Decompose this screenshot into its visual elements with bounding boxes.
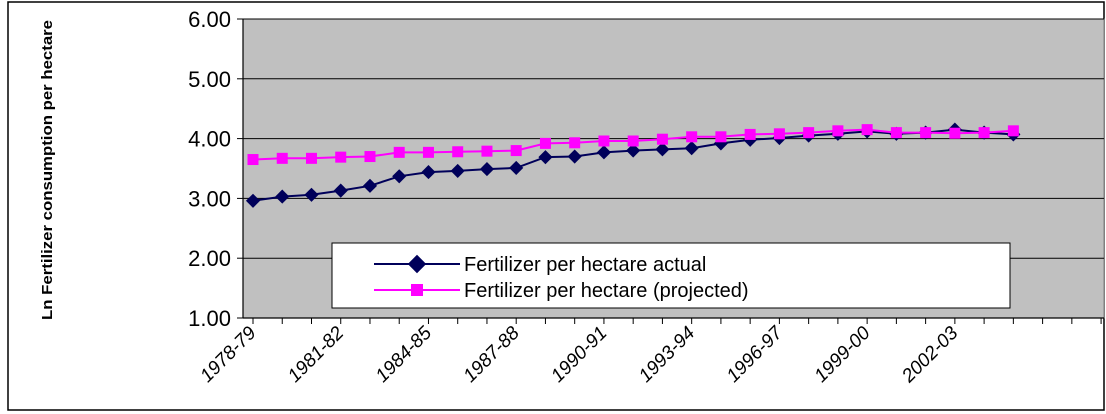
data-point-projected xyxy=(1007,125,1019,137)
data-point-projected xyxy=(832,125,844,137)
data-point-projected xyxy=(920,127,932,139)
y-axis-ticks: 1.00 2.00 3.00 4.00 5.00 6.00 xyxy=(188,7,231,331)
data-point-projected xyxy=(510,145,522,157)
data-point-projected xyxy=(335,151,347,163)
data-point-actual xyxy=(421,165,436,180)
data-point-actual xyxy=(304,187,319,202)
data-point-projected xyxy=(861,124,873,136)
data-point-projected xyxy=(978,127,990,139)
y-tick-label: 2.00 xyxy=(188,246,231,271)
y-tick-label: 3.00 xyxy=(188,186,231,211)
legend: Fertilizer per hectare actual Fertilizer… xyxy=(331,242,1011,309)
data-point-projected xyxy=(422,146,434,158)
data-point-projected xyxy=(656,133,668,145)
data-point-actual xyxy=(479,162,495,177)
data-point-projected xyxy=(949,127,961,139)
data-point-projected xyxy=(744,128,756,140)
data-point-actual xyxy=(275,189,290,204)
data-point-actual xyxy=(684,141,699,156)
legend-label-actual: Fertilizer per hectare actual xyxy=(464,254,706,276)
data-point-actual xyxy=(392,169,407,184)
data-point-projected xyxy=(773,128,785,140)
data-point-actual xyxy=(333,183,348,198)
legend-label-projected: Fertilizer per hectare (projected) xyxy=(464,280,749,302)
y-tick-label: 6.00 xyxy=(188,7,231,32)
data-point-projected xyxy=(276,152,288,164)
data-point-actual xyxy=(567,149,582,164)
data-point-projected xyxy=(627,135,639,147)
y-axis-label: Ln Fertilizer consumption per hectare xyxy=(39,20,56,320)
data-point-projected xyxy=(305,152,317,164)
data-point-actual xyxy=(596,145,612,160)
data-point-projected xyxy=(539,137,551,149)
y-tick-label: 5.00 xyxy=(188,67,231,92)
data-point-actual xyxy=(450,163,465,178)
data-point-projected xyxy=(393,146,405,158)
legend-marker-actual xyxy=(407,254,427,274)
series-layer xyxy=(245,122,1021,208)
data-point-projected xyxy=(481,145,493,157)
data-point-actual xyxy=(626,143,641,158)
data-point-projected xyxy=(569,137,581,149)
data-point-projected xyxy=(686,131,698,143)
legend-box xyxy=(331,242,1011,309)
data-point-projected xyxy=(364,151,376,163)
data-point-projected xyxy=(803,127,815,139)
data-point-actual xyxy=(655,142,670,157)
data-point-actual xyxy=(362,178,378,193)
y-tick-label: 4.00 xyxy=(188,127,231,152)
y-tick-label: 1.00 xyxy=(188,306,231,331)
data-point-actual xyxy=(509,160,524,175)
legend-marker-projected xyxy=(411,284,423,296)
data-point-projected xyxy=(598,135,610,147)
data-point-actual xyxy=(245,193,261,208)
data-point-actual xyxy=(538,150,553,165)
data-point-projected xyxy=(247,154,259,166)
data-point-projected xyxy=(890,127,902,139)
data-point-projected xyxy=(452,146,464,158)
data-point-projected xyxy=(715,131,727,143)
